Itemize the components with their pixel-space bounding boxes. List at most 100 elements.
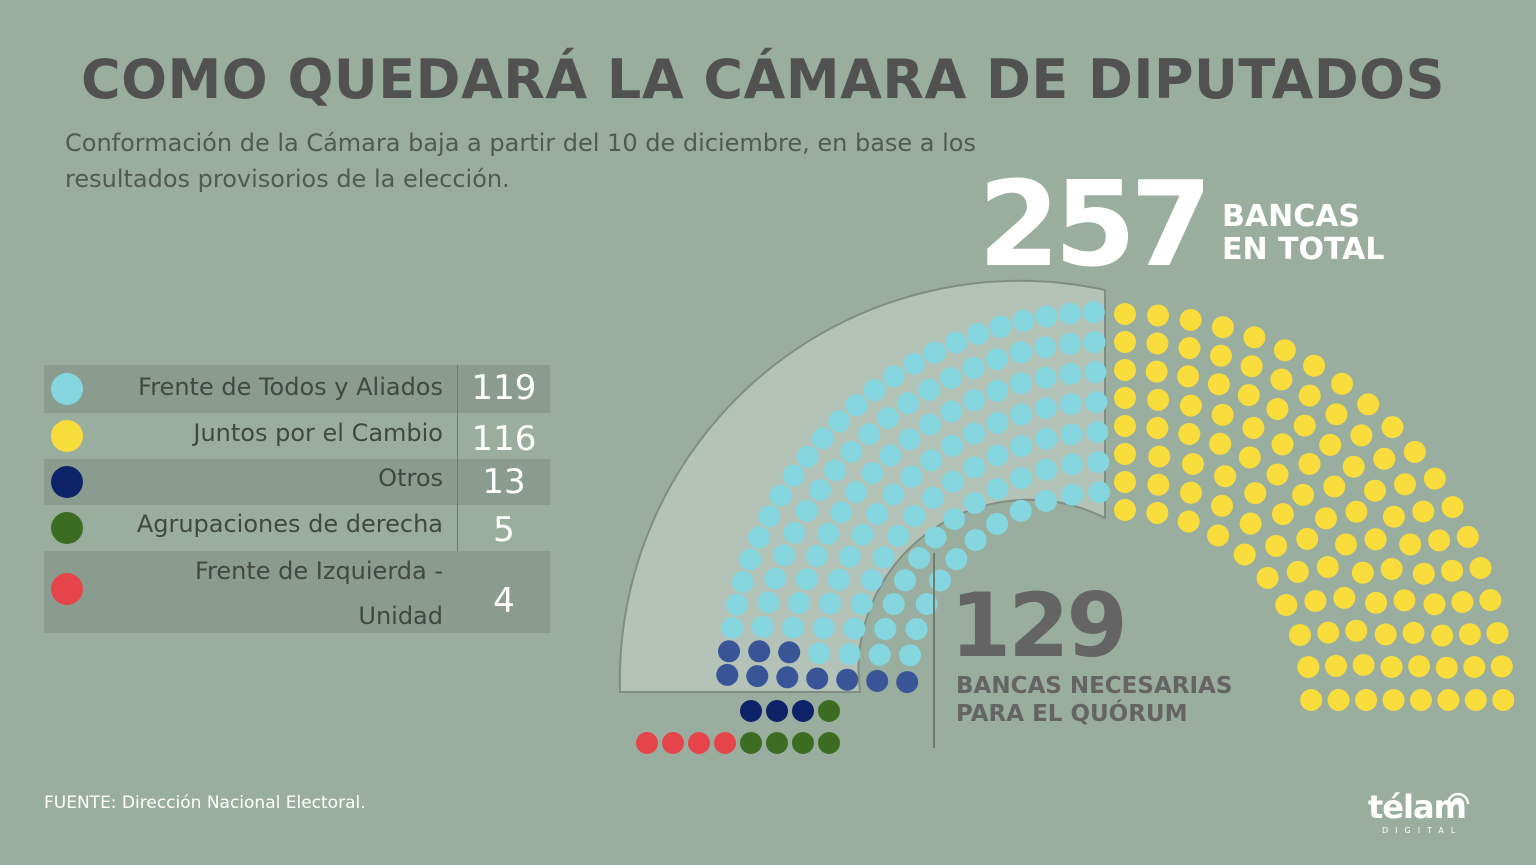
seat-frente-de-todos xyxy=(1012,309,1035,332)
seat-juntos-por-el-cambio xyxy=(1350,424,1373,447)
seat-frente-de-todos xyxy=(838,643,861,665)
seat-juntos-por-el-cambio xyxy=(1296,527,1319,550)
seat-juntos-por-el-cambio xyxy=(1289,624,1311,646)
seat-frente-de-todos xyxy=(986,411,1009,434)
legend-value: 119 xyxy=(471,368,537,408)
legend-label: Agrupaciones de derecha xyxy=(136,510,443,538)
seat-juntos-por-el-cambio xyxy=(1464,689,1487,711)
seat-juntos-por-el-cambio xyxy=(1214,465,1237,488)
seat-frente-de-todos xyxy=(788,592,811,614)
seat-juntos-por-el-cambio xyxy=(1180,481,1202,504)
seat-juntos-por-el-cambio xyxy=(1145,360,1168,383)
seat-juntos-por-el-cambio xyxy=(1146,501,1169,524)
seat-juntos-por-el-cambio xyxy=(1410,689,1432,711)
seat-juntos-por-el-cambio xyxy=(1242,416,1265,439)
seat-juntos-por-el-cambio xyxy=(1374,623,1397,646)
seat-juntos-por-el-cambio xyxy=(1316,556,1339,578)
seat-frente-de-todos xyxy=(1085,391,1108,414)
seat-juntos-por-el-cambio xyxy=(1402,621,1425,644)
seat-frente-de-todos xyxy=(819,592,842,615)
seat-juntos-por-el-cambio xyxy=(1271,433,1294,456)
seat-juntos-por-el-cambio xyxy=(1352,654,1375,676)
page-title: COMO QUEDARÁ LA CÁMARA DE DIPUTADOS xyxy=(81,48,1445,111)
seat-frente-de-todos xyxy=(915,593,938,615)
seat-frente-de-izquierda xyxy=(714,732,736,754)
seat-juntos-por-el-cambio xyxy=(1381,416,1404,439)
seat-juntos-por-el-cambio xyxy=(1297,656,1320,678)
seat-frente-de-todos xyxy=(963,422,986,445)
seat-juntos-por-el-cambio xyxy=(1380,656,1403,678)
seat-juntos-por-el-cambio xyxy=(1327,689,1350,711)
seat-frente-de-todos xyxy=(795,500,818,522)
seat-frente-de-todos xyxy=(769,484,792,507)
seat-frente-de-todos xyxy=(872,546,895,569)
seat-juntos-por-el-cambio xyxy=(1441,559,1464,582)
seat-juntos-por-el-cambio xyxy=(1357,393,1380,416)
seat-juntos-por-el-cambio xyxy=(1382,689,1405,711)
seat-juntos-por-el-cambio xyxy=(1177,365,1200,388)
seat-frente-de-todos xyxy=(1086,421,1109,444)
seat-juntos-por-el-cambio xyxy=(1441,496,1464,518)
seat-otros xyxy=(748,640,771,663)
seat-juntos-por-el-cambio xyxy=(1345,500,1368,523)
seat-juntos-por-el-cambio xyxy=(1345,619,1368,642)
legend-dot-juntos-por-el-cambio xyxy=(51,420,83,452)
seat-frente-de-todos xyxy=(748,526,771,549)
seat-juntos-por-el-cambio xyxy=(1373,447,1396,470)
seat-juntos-por-el-cambio xyxy=(1178,423,1201,445)
seat-frente-de-todos xyxy=(1082,301,1105,324)
seat-frente-de-todos xyxy=(838,545,861,568)
seat-frente-de-todos xyxy=(866,502,889,525)
seat-frente-de-todos xyxy=(845,394,868,417)
seat-frente-de-todos xyxy=(809,479,832,502)
seat-frente-de-todos xyxy=(986,379,1009,402)
seat-frente-de-todos xyxy=(757,591,780,614)
seat-frente-de-todos xyxy=(758,505,781,528)
seat-frente-de-izquierda xyxy=(662,732,684,754)
seat-juntos-por-el-cambio xyxy=(1333,586,1356,609)
seat-frente-de-todos xyxy=(858,423,881,446)
seat-juntos-por-el-cambio xyxy=(1239,512,1262,535)
seat-frente-de-todos xyxy=(1083,331,1106,354)
seat-frente-de-todos xyxy=(1034,490,1057,512)
seat-juntos-por-el-cambio xyxy=(1300,689,1323,711)
seat-juntos-por-el-cambio xyxy=(1114,303,1136,325)
seat-frente-de-todos xyxy=(903,505,926,527)
seat-juntos-por-el-cambio xyxy=(1266,398,1289,420)
seat-frente-de-todos xyxy=(739,548,762,571)
seat-frente-de-todos xyxy=(795,568,818,591)
seat-frente-de-todos xyxy=(1087,451,1110,474)
seat-otros xyxy=(836,668,859,691)
seat-frente-de-todos xyxy=(945,548,968,571)
seat-juntos-por-el-cambio xyxy=(1490,655,1513,678)
seat-frente-de-todos xyxy=(939,367,962,389)
seat-juntos-por-el-cambio xyxy=(1298,384,1321,407)
seat-frente-de-todos xyxy=(1034,336,1057,359)
seat-juntos-por-el-cambio xyxy=(1293,414,1316,437)
total-seats-label: BANCAS EN TOTAL xyxy=(1222,200,1384,266)
seat-juntos-por-el-cambio xyxy=(1114,359,1136,381)
legend-divider xyxy=(457,413,458,459)
seat-frente-de-todos xyxy=(963,491,986,514)
seat-juntos-por-el-cambio xyxy=(1325,403,1348,426)
seat-juntos-por-el-cambio xyxy=(1323,475,1346,498)
seat-frente-de-todos xyxy=(1058,332,1081,355)
seat-juntos-por-el-cambio xyxy=(1211,403,1234,426)
seat-frente-de-todos xyxy=(751,615,774,638)
seat-juntos-por-el-cambio xyxy=(1114,443,1136,465)
seat-juntos-por-el-cambio xyxy=(1178,337,1201,360)
legend: Frente de Todos y Aliados 119 Juntos por… xyxy=(44,365,550,633)
legend-row-frente-de-izquierda: Frente de Izquierda - Unidad 4 xyxy=(44,551,550,633)
legend-label: Frente de Izquierda - xyxy=(194,557,443,585)
quorum-value: 129 xyxy=(950,574,1128,677)
seat-juntos-por-el-cambio xyxy=(1351,561,1374,584)
seat-juntos-por-el-cambio xyxy=(1114,415,1136,437)
seat-juntos-por-el-cambio xyxy=(1315,507,1337,530)
seat-frente-de-todos xyxy=(919,413,941,436)
seat-juntos-por-el-cambio xyxy=(1319,433,1342,456)
legend-dot-agrupaciones-de-derecha xyxy=(51,512,83,544)
seat-frente-de-todos xyxy=(941,434,964,457)
seat-frente-de-todos xyxy=(811,427,834,450)
seat-juntos-por-el-cambio xyxy=(1148,445,1171,468)
seat-agrupaciones-de-derecha xyxy=(766,732,788,754)
